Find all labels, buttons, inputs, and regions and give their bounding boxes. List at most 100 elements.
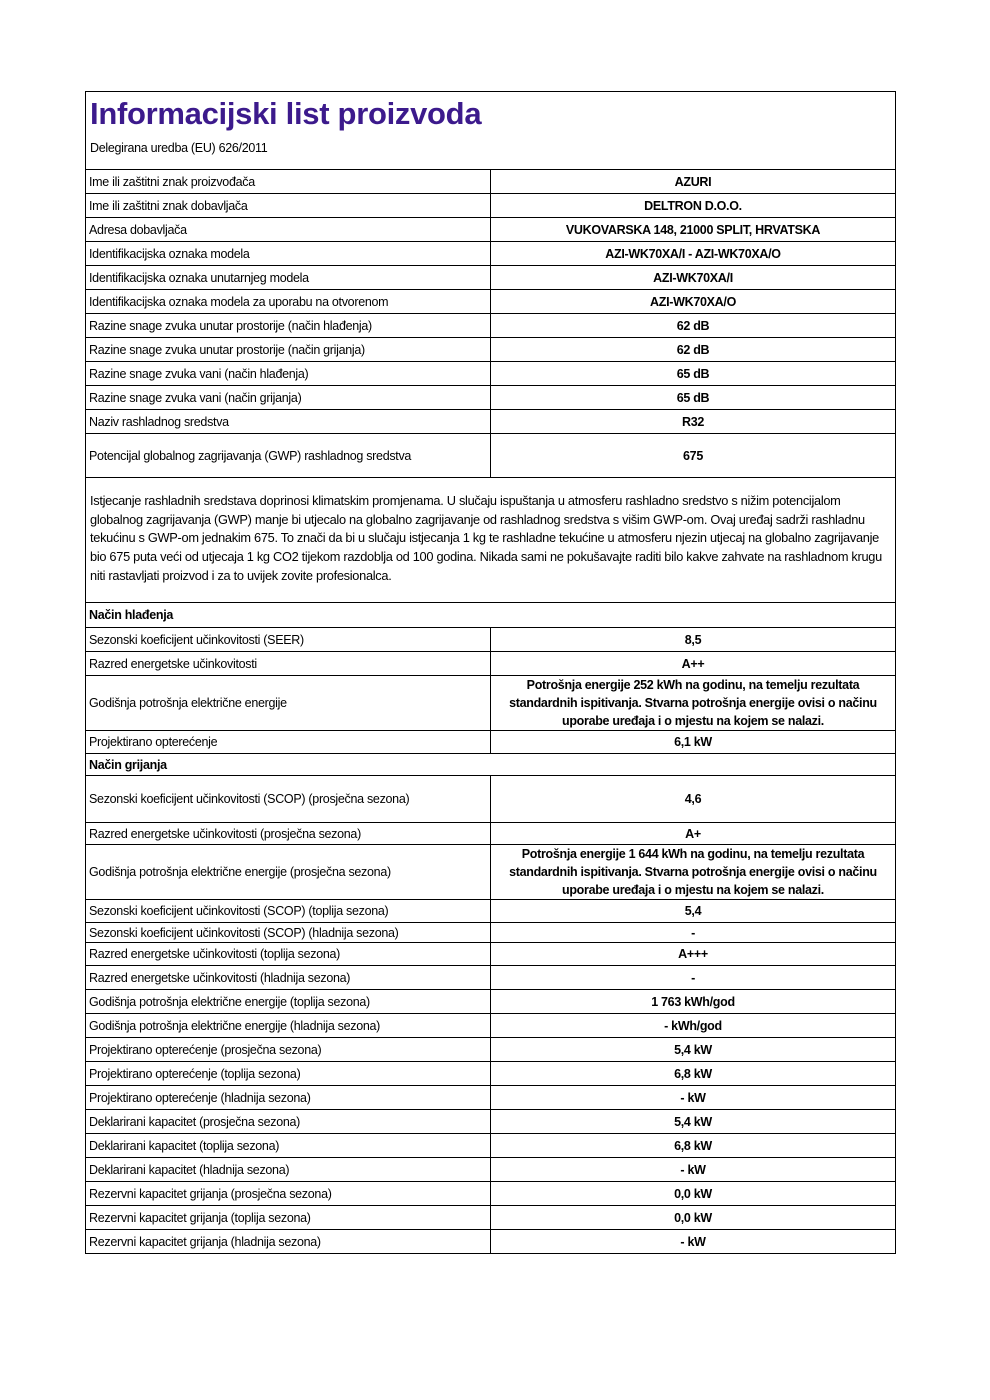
row-value: DELTRON D.O.O.	[644, 198, 742, 213]
row-label: Razred energetske učinkovitosti (toplija…	[86, 943, 491, 965]
row-value: A++	[681, 656, 705, 671]
row-label: Sezonski koeficijent učinkovitosti (SEER…	[86, 628, 491, 651]
row-label: Razred energetske učinkovitosti (prosječ…	[86, 823, 491, 844]
row-value: - kW	[680, 1234, 706, 1249]
table-row: Razine snage zvuka unutar prostorije (na…	[86, 338, 895, 362]
table-row: Sezonski koeficijent učinkovitosti (SEER…	[86, 628, 895, 652]
row-value: 0,0 kW	[674, 1210, 712, 1225]
table-row: Razine snage zvuka vani (način hlađenja)…	[86, 362, 895, 386]
table-row: Razred energetske učinkovitosti (toplija…	[86, 943, 895, 966]
table-row: Rezervni kapacitet grijanja (toplija sez…	[86, 1206, 895, 1230]
row-label: Sezonski koeficijent učinkovitosti (SCOP…	[86, 900, 491, 922]
table-row: Identifikacijska oznaka modela za uporab…	[86, 290, 895, 314]
row-value: - kW	[680, 1162, 706, 1177]
row-label: Projektirano opterećenje (prosječna sezo…	[86, 1038, 491, 1061]
row-value: AZURI	[674, 174, 712, 189]
table-row: Projektirano opterećenje (toplija sezona…	[86, 1062, 895, 1086]
row-label: Godišnja potrošnja električne energije (…	[86, 990, 491, 1013]
row-value: 5,4 kW	[674, 1114, 712, 1129]
row-value: 6,8 kW	[674, 1066, 712, 1081]
row-value: A+	[685, 826, 701, 841]
row-value: 65 dB	[676, 390, 710, 405]
row-value: -	[691, 970, 695, 985]
table-row: Projektirano opterećenje (prosječna sezo…	[86, 1038, 895, 1062]
row-label: Adresa dobavljača	[86, 218, 491, 241]
row-label: Projektirano opterećenje (toplija sezona…	[86, 1062, 491, 1085]
row-value: 5,4 kW	[674, 1042, 712, 1057]
product-information-sheet: Informacijski list proizvoda Delegirana …	[85, 91, 896, 1254]
row-value: - kW	[680, 1090, 706, 1105]
table-row: Projektirano opterećenje (hladnija sezon…	[86, 1086, 895, 1110]
row-label: Rezervni kapacitet grijanja (prosječna s…	[86, 1182, 491, 1205]
table-row: Razine snage zvuka unutar prostorije (na…	[86, 314, 895, 338]
table-row: Deklarirani kapacitet (toplija sezona) 6,…	[86, 1134, 895, 1158]
row-label: Identifikacijska oznaka modela za uporab…	[86, 290, 491, 313]
cooling-section-title: Način hlađenja	[86, 603, 895, 628]
page-title: Informacijski list proizvoda	[90, 96, 482, 131]
refrigerant-notice: Istjecanje rashladnih sredstava doprinos…	[86, 478, 895, 603]
table-row: Adresa dobavljača VUKOVARSKA 148, 21000 S…	[86, 218, 895, 242]
row-label: Projektirano opterećenje (hladnija sezon…	[86, 1086, 491, 1109]
row-value: 1 763 kWh/god	[651, 994, 735, 1009]
row-value: 6,8 kW	[674, 1138, 712, 1153]
row-label: Godišnja potrošnja električne energije	[86, 676, 491, 730]
row-label: Rezervni kapacitet grijanja (toplija sez…	[86, 1206, 491, 1229]
table-row: Razred energetske učinkovitosti (hladnij…	[86, 966, 895, 990]
table-row: Godišnja potrošnja električne energije (…	[86, 845, 895, 900]
table-row: Razred energetske učinkovitosti A++	[86, 652, 895, 676]
row-value: -	[691, 925, 695, 940]
table-row: Ime ili zaštitni znak proizvođača AZURI	[86, 170, 895, 194]
table-row: Deklarirani kapacitet (hladnija sezona) -…	[86, 1158, 895, 1182]
row-value: AZI-WK70XA/O	[650, 294, 736, 309]
row-label: Sezonski koeficijent učinkovitosti (SCOP…	[86, 776, 491, 822]
table-row: Razred energetske učinkovitosti (prosječ…	[86, 823, 895, 845]
row-value: 65 dB	[676, 366, 710, 381]
row-label: Ime ili zaštitni znak dobavljača	[86, 194, 491, 217]
row-label: Razine snage zvuka vani (način hlađenja)	[86, 362, 491, 385]
heating-section-title: Način grijanja	[86, 754, 895, 776]
row-label: Godišnja potrošnja električne energije (…	[86, 845, 491, 899]
table-row: Potencijal globalnog zagrijavanja (GWP) …	[86, 434, 895, 478]
table-row: Sezonski koeficijent učinkovitosti (SCOP…	[86, 776, 895, 823]
row-value: 62 dB	[676, 342, 710, 357]
row-value: Potrošnja energije 252 kWh na godinu, na…	[509, 678, 877, 728]
row-label: Ime ili zaštitni znak proizvođača	[86, 170, 491, 193]
row-value: 4,6	[684, 792, 702, 806]
regulation-subtitle: Delegirana uredba (EU) 626/2011	[90, 141, 268, 155]
row-value: 675	[683, 448, 703, 463]
row-label: Potencijal globalnog zagrijavanja (GWP) …	[86, 434, 491, 477]
row-value: 8,5	[684, 632, 702, 647]
row-value: 6,1 kW	[674, 735, 712, 749]
table-row: Identifikacijska oznaka modela AZI-WK70XA…	[86, 242, 895, 266]
table-row: Projektirano opterećenje 6,1 kW	[86, 731, 895, 754]
table-row: Godišnja potrošnja električne energije (…	[86, 1014, 895, 1038]
table-row: Godišnja potrošnja električne energije Po…	[86, 676, 895, 731]
row-value: R32	[681, 414, 705, 429]
table-row: Razine snage zvuka vani (način grijanja)…	[86, 386, 895, 410]
table-row: Sezonski koeficijent učinkovitosti (SCOP…	[86, 923, 895, 943]
row-label: Deklarirani kapacitet (toplija sezona)	[86, 1134, 491, 1157]
table-row: Sezonski koeficijent učinkovitosti (SCOP…	[86, 900, 895, 923]
row-value: 0,0 kW	[674, 1186, 712, 1201]
row-value: Potrošnja energije 1 644 kWh na godinu, …	[509, 847, 877, 897]
cooling-table: Sezonski koeficijent učinkovitosti (SEER…	[86, 628, 895, 754]
row-label: Projektirano opterećenje	[86, 731, 491, 753]
row-value: - kWh/god	[664, 1018, 722, 1033]
table-row: Rezervni kapacitet grijanja (hladnija se…	[86, 1230, 895, 1253]
table-row: Deklarirani kapacitet (prosječna sezona)…	[86, 1110, 895, 1134]
row-label: Razine snage zvuka vani (način grijanja)	[86, 386, 491, 409]
sheet-header: Informacijski list proizvoda Delegirana …	[86, 92, 895, 170]
row-label: Naziv rashladnog sredstva	[86, 410, 491, 433]
row-label: Razine snage zvuka unutar prostorije (na…	[86, 314, 491, 337]
table-row: Rezervni kapacitet grijanja (prosječna s…	[86, 1182, 895, 1206]
row-label: Deklarirani kapacitet (hladnija sezona)	[86, 1158, 491, 1181]
row-label: Razred energetske učinkovitosti (hladnij…	[86, 966, 491, 989]
row-label: Identifikacijska oznaka unutarnjeg model…	[86, 266, 491, 289]
table-row: Naziv rashladnog sredstva R32	[86, 410, 895, 434]
row-value: AZI-WK70XA/I	[653, 270, 733, 285]
row-label: Razine snage zvuka unutar prostorije (na…	[86, 338, 491, 361]
row-value: VUKOVARSKA 148, 21000 SPLIT, HRVATSKA	[565, 222, 821, 237]
row-value: AZI-WK70XA/I - AZI-WK70XA/O	[605, 246, 781, 261]
row-value: A+++	[678, 947, 708, 961]
heating-table: Sezonski koeficijent učinkovitosti (SCOP…	[86, 776, 895, 1253]
